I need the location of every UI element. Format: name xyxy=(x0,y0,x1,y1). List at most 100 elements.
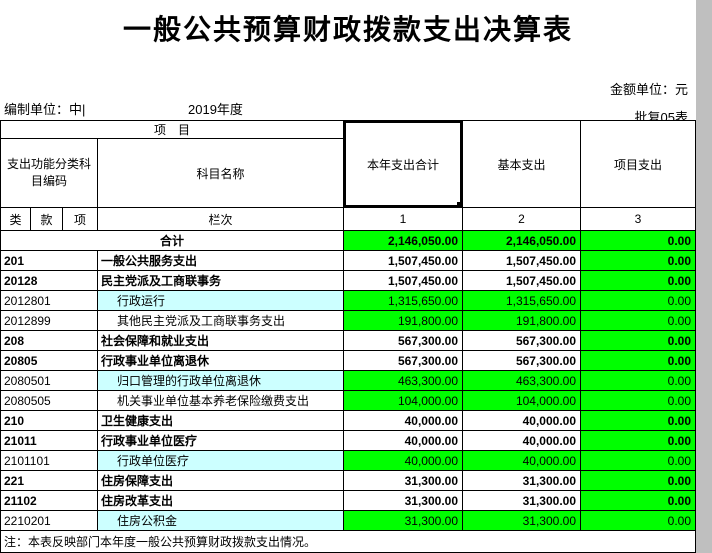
row-name[interactable]: 其他民主党派及工商联事务支出 xyxy=(96,310,345,331)
row-basic[interactable]: 40,000.00 xyxy=(462,450,582,471)
row-basic[interactable]: 1,507,450.00 xyxy=(462,250,582,271)
row-project[interactable]: 0.00 xyxy=(580,510,697,531)
col-header-basic[interactable]: 基本支出 xyxy=(462,120,582,208)
row-code[interactable]: 2012801 xyxy=(0,290,98,311)
row-basic[interactable]: 191,800.00 xyxy=(462,310,582,331)
column-index-1[interactable]: 1 xyxy=(343,207,464,231)
total-sum-cell[interactable]: 2,146,050.00 xyxy=(343,230,464,251)
row-total[interactable]: 31,300.00 xyxy=(343,470,464,491)
row-total[interactable]: 40,000.00 xyxy=(343,410,464,431)
row-basic[interactable]: 104,000.00 xyxy=(462,390,582,411)
row-project[interactable]: 0.00 xyxy=(580,410,697,431)
row-basic[interactable]: 31,300.00 xyxy=(462,470,582,491)
row-name[interactable]: 民主党派及工商联事务 xyxy=(96,270,345,291)
header-row-project: 项 目 本年支出合计 基本支出 项目支出 xyxy=(0,120,697,208)
row-total[interactable]: 40,000.00 xyxy=(343,450,464,471)
row-total[interactable]: 104,000.00 xyxy=(343,390,464,411)
row-total[interactable]: 31,300.00 xyxy=(343,510,464,531)
row-total[interactable]: 1,507,450.00 xyxy=(343,270,464,291)
total-label-cell[interactable]: 合计 xyxy=(0,230,345,251)
col-header-total-selected[interactable]: 本年支出合计 xyxy=(343,120,464,208)
row-code[interactable]: 208 xyxy=(0,330,98,351)
row-basic[interactable]: 567,300.00 xyxy=(462,350,582,371)
row-project[interactable]: 0.00 xyxy=(580,310,697,331)
row-basic[interactable]: 567,300.00 xyxy=(462,330,582,351)
spreadsheet-canvas: 一般公共预算财政拨款支出决算表 金额单位：元 编制单位：中| 2019年度 批复… xyxy=(0,0,697,553)
row-project[interactable]: 0.00 xyxy=(580,470,697,491)
table-row: 2080505 机关事业单位基本养老保险缴费支出 104,000.00 104,… xyxy=(0,390,697,411)
row-code[interactable]: 2210201 xyxy=(0,510,98,531)
row-code[interactable]: 21102 xyxy=(0,490,98,511)
col-header-project[interactable]: 项目支出 xyxy=(580,120,697,208)
row-total[interactable]: 567,300.00 xyxy=(343,330,464,351)
row-name[interactable]: 社会保障和就业支出 xyxy=(96,330,345,351)
subject-name-header-cell[interactable]: 科目名称 xyxy=(96,138,345,208)
year-label: 2019年度 xyxy=(188,102,243,117)
row-total[interactable]: 1,507,450.00 xyxy=(343,250,464,271)
row-name[interactable]: 住房改革支出 xyxy=(96,490,345,511)
row-name[interactable]: 归口管理的行政单位离退休 xyxy=(96,370,345,391)
total-project-cell[interactable]: 0.00 xyxy=(580,230,697,251)
row-project[interactable]: 0.00 xyxy=(580,370,697,391)
class-header-cell[interactable]: 类 xyxy=(0,207,31,231)
prepared-by-cell[interactable]: 编制单位：中| xyxy=(4,102,86,117)
item-header-cell[interactable]: 项 xyxy=(62,207,98,231)
row-project[interactable]: 0.00 xyxy=(580,250,697,271)
row-total[interactable]: 567,300.00 xyxy=(343,350,464,371)
row-code[interactable]: 20128 xyxy=(0,270,98,291)
row-code[interactable]: 2101101 xyxy=(0,450,98,471)
row-name[interactable]: 机关事业单位基本养老保险缴费支出 xyxy=(96,390,345,411)
row-basic[interactable]: 1,507,450.00 xyxy=(462,270,582,291)
row-code[interactable]: 221 xyxy=(0,470,98,491)
row-code[interactable]: 2080505 xyxy=(0,390,98,411)
row-project[interactable]: 0.00 xyxy=(580,430,697,451)
table-row: 21011 行政事业单位医疗 40,000.00 40,000.00 0.00 xyxy=(0,430,697,451)
table-row: 21102 住房改革支出 31,300.00 31,300.00 0.00 xyxy=(0,490,697,511)
row-project[interactable]: 0.00 xyxy=(580,390,697,411)
row-code[interactable]: 201 xyxy=(0,250,98,271)
footer-note-row: 注：本表反映部门本年度一般公共预算财政拨款支出情况。 xyxy=(0,530,697,553)
row-name[interactable]: 行政事业单位医疗 xyxy=(96,430,345,451)
row-project[interactable]: 0.00 xyxy=(580,490,697,511)
table-row: 2210201 住房公积金 31,300.00 31,300.00 0.00 xyxy=(0,510,697,531)
row-code[interactable]: 20805 xyxy=(0,350,98,371)
row-name[interactable]: 卫生健康支出 xyxy=(96,410,345,431)
row-name[interactable]: 行政事业单位离退休 xyxy=(96,350,345,371)
row-total[interactable]: 31,300.00 xyxy=(343,490,464,511)
row-project[interactable]: 0.00 xyxy=(580,290,697,311)
row-total[interactable]: 1,315,650.00 xyxy=(343,290,464,311)
column-index-3[interactable]: 3 xyxy=(580,207,697,231)
table-row: 20805 行政事业单位离退休 567,300.00 567,300.00 0.… xyxy=(0,350,697,371)
row-name[interactable]: 一般公共服务支出 xyxy=(96,250,345,271)
row-total[interactable]: 191,800.00 xyxy=(343,310,464,331)
row-basic[interactable]: 463,300.00 xyxy=(462,370,582,391)
row-basic[interactable]: 40,000.00 xyxy=(462,430,582,451)
row-code[interactable]: 2012899 xyxy=(0,310,98,331)
total-basic-cell[interactable]: 2,146,050.00 xyxy=(462,230,582,251)
row-project[interactable]: 0.00 xyxy=(580,270,697,291)
column-index-2[interactable]: 2 xyxy=(462,207,582,231)
row-code[interactable]: 2080501 xyxy=(0,370,98,391)
project-header-cell[interactable]: 项 目 xyxy=(0,120,345,139)
row-basic[interactable]: 31,300.00 xyxy=(462,490,582,511)
column-index-label-cell[interactable]: 栏次 xyxy=(96,207,345,231)
row-total[interactable]: 463,300.00 xyxy=(343,370,464,391)
row-code[interactable]: 21011 xyxy=(0,430,98,451)
row-project[interactable]: 0.00 xyxy=(580,350,697,371)
row-basic[interactable]: 40,000.00 xyxy=(462,410,582,431)
row-basic[interactable]: 1,315,650.00 xyxy=(462,290,582,311)
section-header-cell[interactable]: 款 xyxy=(30,207,63,231)
row-name[interactable]: 行政单位医疗 xyxy=(96,450,345,471)
row-name[interactable]: 住房公积金 xyxy=(96,510,345,531)
row-name[interactable]: 行政运行 xyxy=(96,290,345,311)
row-name[interactable]: 住房保障支出 xyxy=(96,470,345,491)
row-total[interactable]: 40,000.00 xyxy=(343,430,464,451)
row-code[interactable]: 210 xyxy=(0,410,98,431)
row-project[interactable]: 0.00 xyxy=(580,450,697,471)
table-row: 210 卫生健康支出 40,000.00 40,000.00 0.00 xyxy=(0,410,697,431)
row-basic[interactable]: 31,300.00 xyxy=(462,510,582,531)
table-row: 2012801 行政运行 1,315,650.00 1,315,650.00 0… xyxy=(0,290,697,311)
code-header-cell[interactable]: 支出功能分类科目编码 xyxy=(0,138,98,208)
header-row-columns: 类 款 项 栏次 1 2 3 xyxy=(0,207,697,231)
row-project[interactable]: 0.00 xyxy=(580,330,697,351)
